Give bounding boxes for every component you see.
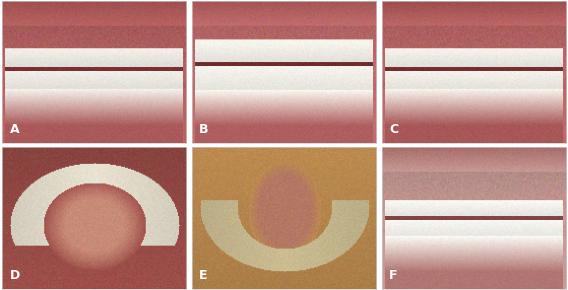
Text: D: D — [10, 269, 20, 282]
Text: A: A — [10, 123, 19, 136]
Text: F: F — [389, 269, 398, 282]
Text: B: B — [199, 123, 209, 136]
Text: C: C — [389, 123, 398, 136]
Text: E: E — [199, 269, 208, 282]
